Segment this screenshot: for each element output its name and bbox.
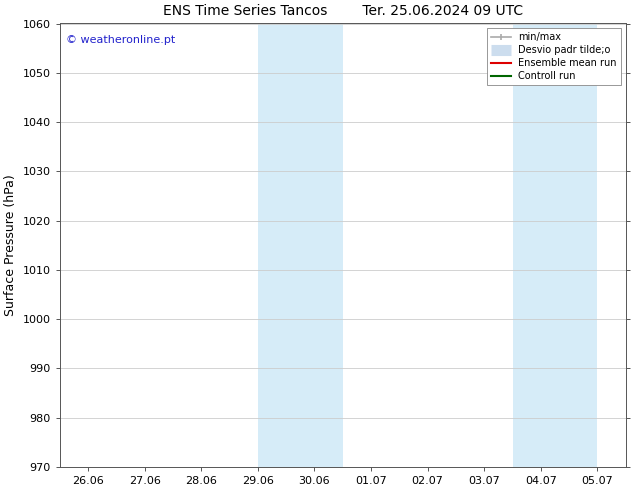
Y-axis label: Surface Pressure (hPa): Surface Pressure (hPa) [4, 174, 17, 316]
Title: ENS Time Series Tancos        Ter. 25.06.2024 09 UTC: ENS Time Series Tancos Ter. 25.06.2024 0… [163, 4, 523, 18]
Legend: min/max, Desvio padr tilde;o, Ensemble mean run, Controll run: min/max, Desvio padr tilde;o, Ensemble m… [488, 28, 621, 85]
Bar [512, 24, 597, 467]
Text: © weatheronline.pt: © weatheronline.pt [65, 35, 175, 45]
Bar [258, 24, 343, 467]
